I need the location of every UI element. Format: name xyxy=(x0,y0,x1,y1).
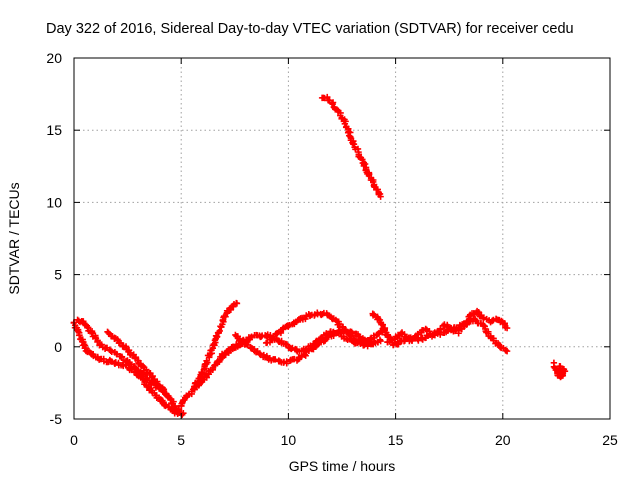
x-tick-label: 10 xyxy=(281,432,297,448)
data-point xyxy=(175,405,182,413)
x-tick-label: 20 xyxy=(495,432,511,448)
plot-frame xyxy=(73,57,611,420)
y-tick-label: -5 xyxy=(50,411,63,427)
data-point xyxy=(272,356,279,363)
data-points xyxy=(70,93,569,418)
data-point xyxy=(377,337,384,345)
data-point xyxy=(219,317,226,324)
chart-title: Day 322 of 2016, Sidereal Day-to-day VTE… xyxy=(46,21,574,37)
y-tick-label: 20 xyxy=(46,50,62,66)
x-tick-label: 25 xyxy=(602,432,618,448)
y-tick-label: 10 xyxy=(46,194,62,210)
series-arc-k xyxy=(384,315,511,355)
data-point xyxy=(503,347,511,355)
data-point xyxy=(144,375,151,382)
series-arc-e xyxy=(191,299,241,390)
data-point xyxy=(503,324,511,332)
series-arc-i xyxy=(318,93,384,200)
data-point xyxy=(213,333,221,340)
axis-ticks: 0 5 10 15 20 25 -5 0 5 10 15 20 xyxy=(46,50,618,448)
data-point xyxy=(233,300,241,307)
data-point xyxy=(247,334,254,341)
y-axis-label: SDTVAR / TECUs xyxy=(6,182,22,294)
data-point xyxy=(243,340,250,348)
data-point xyxy=(377,193,384,200)
series-arc-h xyxy=(262,309,389,347)
x-tick-label: 5 xyxy=(177,432,185,448)
data-point xyxy=(324,93,331,101)
x-axis-label: GPS time / hours xyxy=(289,458,396,474)
x-tick-label: 15 xyxy=(388,432,404,448)
data-point xyxy=(105,329,112,337)
data-point xyxy=(369,312,377,319)
data-point xyxy=(222,313,229,320)
y-tick-label: 5 xyxy=(54,267,62,283)
data-point xyxy=(283,341,291,348)
data-point xyxy=(283,360,290,367)
data-point xyxy=(496,343,504,351)
data-point xyxy=(194,379,201,386)
data-point xyxy=(368,340,376,348)
data-point xyxy=(203,357,210,364)
series-arc-l xyxy=(550,359,569,381)
data-point xyxy=(118,353,126,361)
y-tick-label: 0 xyxy=(54,339,62,355)
data-point xyxy=(498,317,505,325)
data-point xyxy=(559,372,567,379)
grid xyxy=(74,58,610,419)
data-point xyxy=(286,321,293,329)
data-point xyxy=(75,332,83,339)
y-tick-label: 15 xyxy=(46,122,62,138)
x-tick-label: 0 xyxy=(70,432,78,448)
data-point xyxy=(75,328,82,335)
series-arc-c xyxy=(104,328,181,415)
data-point xyxy=(402,335,410,342)
data-point xyxy=(107,347,115,355)
